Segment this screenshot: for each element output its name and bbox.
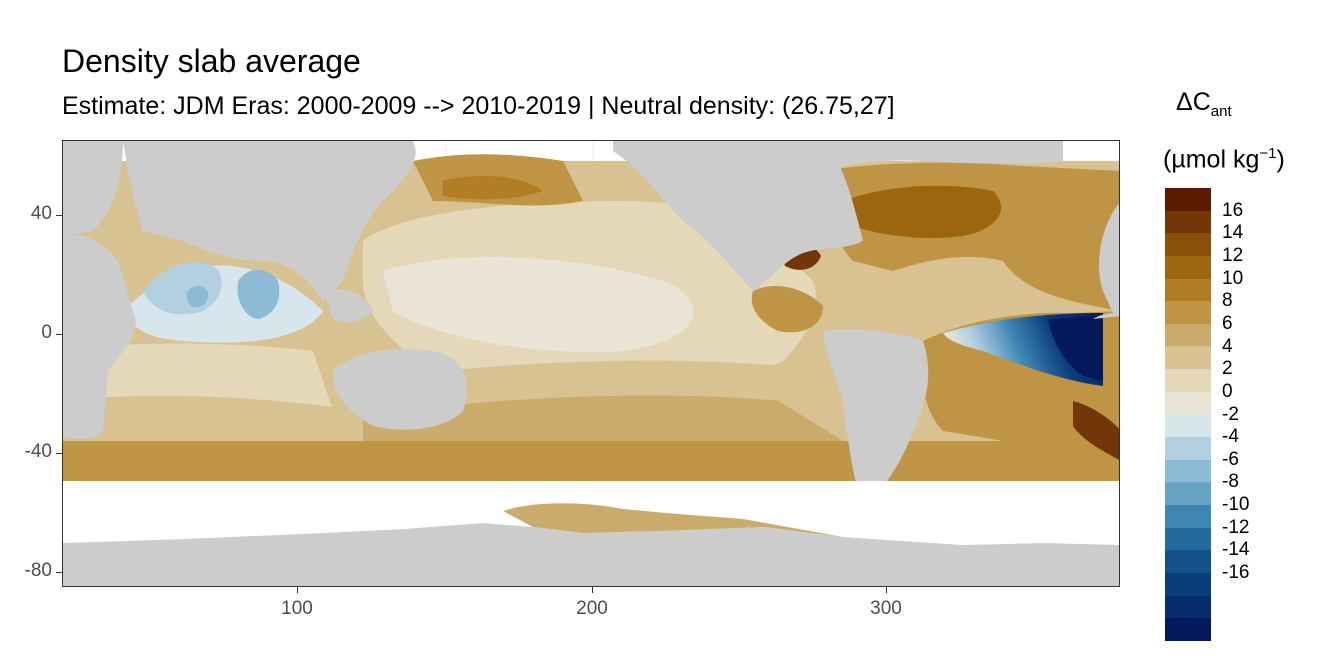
legend-label: -10	[1222, 494, 1250, 516]
land-africa-east	[63, 234, 136, 439]
xtick-mark-300	[886, 587, 887, 593]
legend-label: 8	[1222, 290, 1233, 312]
map-subtitle: Estimate: JDM Eras: 2000-2009 --> 2010-2…	[62, 92, 895, 120]
legend-label: -12	[1222, 516, 1250, 538]
map-canvas	[63, 141, 1119, 586]
land-australia	[332, 349, 467, 430]
land-europe	[1093, 203, 1119, 319]
land-indonesia	[323, 289, 373, 323]
ocean-north-atlantic-dark	[843, 185, 1002, 238]
xtick-label-100: 100	[281, 598, 313, 619]
land-arabia	[63, 141, 123, 236]
ytick-mark-minus80	[56, 572, 62, 573]
legend-swatch	[1165, 414, 1211, 438]
legend-swatch	[1165, 278, 1211, 302]
ytick-mark-0	[56, 334, 62, 335]
legend-swatch	[1165, 233, 1211, 256]
map-panel	[62, 140, 1120, 587]
ytick-mark-minus40	[56, 453, 62, 454]
legend-swatch	[1165, 482, 1211, 505]
legend-label: 6	[1222, 312, 1233, 334]
ytick-label-0: 0	[41, 322, 52, 343]
land-north-america	[613, 141, 863, 291]
legend-label: -8	[1222, 471, 1239, 493]
ocean-arabian-sea-blue	[186, 285, 209, 308]
xtick-label-300: 300	[870, 598, 902, 619]
xtick-label-200: 200	[576, 598, 608, 619]
land-greenland-north	[823, 141, 1063, 171]
land-antarctica	[63, 523, 1119, 586]
legend-label: 12	[1222, 244, 1244, 266]
legend-swatch	[1165, 595, 1211, 619]
ocean-south-atlantic-dark	[1073, 401, 1119, 460]
map-title: Density slab average	[62, 43, 361, 79]
land-south-america	[823, 329, 929, 506]
legend-colorbar	[1165, 188, 1211, 641]
legend-swatch	[1165, 255, 1211, 279]
legend-label: 0	[1222, 380, 1233, 402]
ytick-mark-40	[56, 215, 62, 216]
legend-swatch	[1165, 437, 1211, 460]
ytick-label-40: 40	[30, 203, 52, 224]
land-asia	[123, 141, 416, 301]
legend-swatch	[1165, 504, 1211, 528]
legend-swatch	[1165, 459, 1211, 483]
legend-label: 2	[1222, 358, 1233, 380]
xtick-mark-100	[297, 587, 298, 593]
ocean-ross-sea	[503, 503, 843, 537]
ocean-atlantic-dark-blue	[1048, 316, 1103, 381]
legend-label: 4	[1222, 335, 1233, 357]
legend-label: -6	[1222, 448, 1239, 470]
legend-swatch	[1165, 210, 1211, 234]
ocean-bay-of-bengal-blue	[237, 269, 280, 319]
legend-label: -16	[1222, 562, 1250, 584]
legend-label: -2	[1222, 403, 1239, 425]
legend-label: -4	[1222, 426, 1239, 448]
ocean-okhotsk-brown	[443, 175, 543, 200]
xtick-mark-200	[592, 587, 593, 593]
legend-swatch	[1165, 188, 1211, 211]
legend-label: -14	[1222, 539, 1250, 561]
legend-swatch	[1165, 369, 1211, 392]
legend-swatch	[1165, 323, 1211, 347]
legend-swatch	[1165, 572, 1211, 596]
ocean-south-pacific-mid	[443, 360, 783, 406]
ocean-east-pacific-brown	[751, 286, 823, 333]
legend-swatch	[1165, 301, 1211, 324]
legend-title-unit: (µmol kg−1)	[1163, 145, 1285, 174]
legend-swatch	[1165, 527, 1211, 551]
legend-title-variable: ΔCant	[1176, 88, 1232, 120]
legend-swatch	[1165, 550, 1211, 573]
legend-swatch	[1165, 391, 1211, 415]
ocean-indian-south-tan	[63, 395, 363, 441]
ytick-label-minus80: -80	[24, 560, 52, 581]
legend-swatch	[1165, 618, 1211, 641]
legend-swatch	[1165, 346, 1211, 370]
legend-label: 10	[1222, 267, 1244, 289]
legend-label: 16	[1222, 199, 1244, 221]
ocean-pacific-neutral	[383, 257, 694, 352]
legend-label: 14	[1222, 222, 1244, 244]
ytick-label-minus40: -40	[24, 441, 52, 462]
